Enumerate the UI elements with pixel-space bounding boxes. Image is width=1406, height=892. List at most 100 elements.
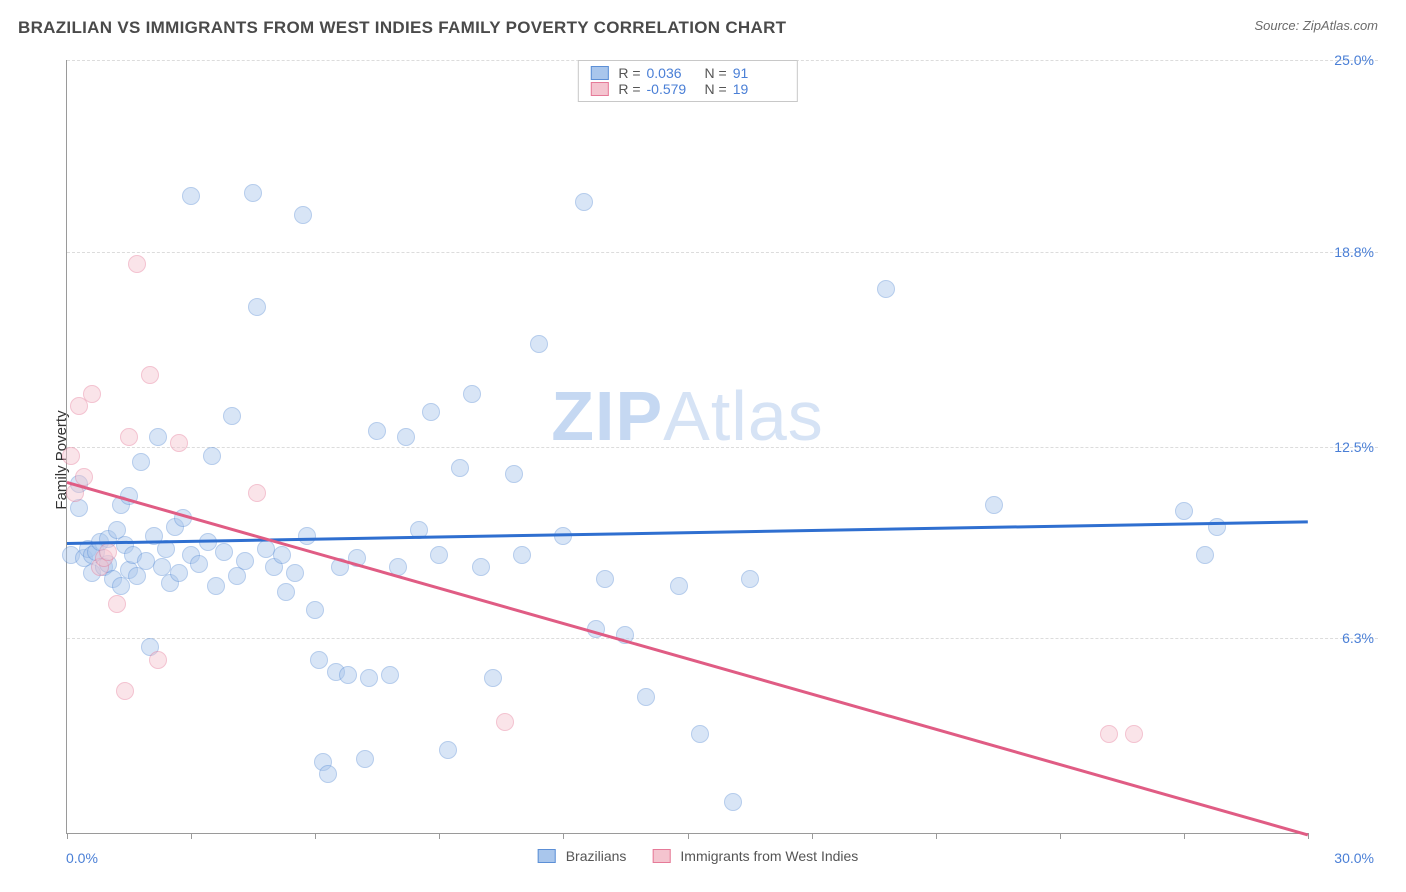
data-point <box>985 496 1003 514</box>
data-point <box>422 403 440 421</box>
data-point <box>596 570 614 588</box>
y-tick-label: 12.5% <box>1334 439 1374 455</box>
data-point <box>236 552 254 570</box>
data-point <box>149 428 167 446</box>
data-point <box>248 484 266 502</box>
trend-line <box>67 481 1309 836</box>
legend-item-2: Immigrants from West Indies <box>652 848 858 864</box>
plot-area: ZIPAtlas R = 0.036 N = 91 R = -0.579 N =… <box>66 60 1308 834</box>
data-point <box>451 459 469 477</box>
watermark-rest: Atlas <box>663 377 824 455</box>
data-point <box>368 422 386 440</box>
data-point <box>120 428 138 446</box>
x-tick <box>1184 833 1185 839</box>
data-point <box>108 595 126 613</box>
data-point <box>670 577 688 595</box>
data-point <box>203 447 221 465</box>
page-title: BRAZILIAN VS IMMIGRANTS FROM WEST INDIES… <box>18 18 786 38</box>
legend-stats-row-1: R = 0.036 N = 91 <box>590 65 784 81</box>
x-tick <box>315 833 316 839</box>
data-point <box>463 385 481 403</box>
data-point <box>132 453 150 471</box>
data-point <box>356 750 374 768</box>
y-tick-label: 25.0% <box>1334 52 1374 68</box>
data-point <box>170 564 188 582</box>
data-point <box>83 385 101 403</box>
swatch-series-2 <box>590 82 608 96</box>
swatch-series-1 <box>538 849 556 863</box>
data-point <box>273 546 291 564</box>
data-point <box>128 567 146 585</box>
legend-label-1: Brazilians <box>566 848 627 864</box>
data-point <box>484 669 502 687</box>
legend-stats: R = 0.036 N = 91 R = -0.579 N = 19 <box>577 60 797 102</box>
data-point <box>741 570 759 588</box>
data-point <box>513 546 531 564</box>
data-point <box>70 499 88 517</box>
data-point <box>182 187 200 205</box>
x-tick <box>1060 833 1061 839</box>
data-point <box>310 651 328 669</box>
data-point <box>496 713 514 731</box>
data-point <box>381 666 399 684</box>
n-value-2: 19 <box>733 81 785 97</box>
legend-item-1: Brazilians <box>538 848 627 864</box>
r-value-1: 0.036 <box>647 65 699 81</box>
data-point <box>1208 518 1226 536</box>
swatch-series-1 <box>590 66 608 80</box>
data-point <box>1196 546 1214 564</box>
gridline <box>67 447 1378 448</box>
data-point <box>430 546 448 564</box>
r-value-2: -0.579 <box>647 81 699 97</box>
r-label: R = <box>618 81 640 97</box>
y-tick-label: 18.8% <box>1334 244 1374 260</box>
data-point <box>319 765 337 783</box>
data-point <box>244 184 262 202</box>
data-point <box>62 447 80 465</box>
legend-stats-row-2: R = -0.579 N = 19 <box>590 81 784 97</box>
x-tick <box>936 833 937 839</box>
data-point <box>1175 502 1193 520</box>
data-point <box>286 564 304 582</box>
data-point <box>116 682 134 700</box>
y-tick-label: 6.3% <box>1342 630 1374 646</box>
data-point <box>877 280 895 298</box>
data-point <box>472 558 490 576</box>
data-point <box>190 555 208 573</box>
data-point <box>294 206 312 224</box>
n-value-1: 91 <box>733 65 785 81</box>
data-point <box>691 725 709 743</box>
n-label: N = <box>705 65 727 81</box>
data-point <box>397 428 415 446</box>
data-point <box>199 533 217 551</box>
data-point <box>339 666 357 684</box>
data-point <box>141 366 159 384</box>
x-tick <box>688 833 689 839</box>
swatch-series-2 <box>652 849 670 863</box>
data-point <box>112 577 130 595</box>
data-point <box>228 567 246 585</box>
x-tick <box>67 833 68 839</box>
x-axis-max-label: 30.0% <box>1334 850 1374 866</box>
data-point <box>637 688 655 706</box>
watermark: ZIPAtlas <box>551 376 824 456</box>
data-point <box>207 577 225 595</box>
legend-series: Brazilians Immigrants from West Indies <box>538 848 859 864</box>
data-point <box>128 255 146 273</box>
x-axis-min-label: 0.0% <box>66 850 98 866</box>
data-point <box>215 543 233 561</box>
data-point <box>505 465 523 483</box>
data-point <box>248 298 266 316</box>
trend-line <box>67 521 1308 545</box>
watermark-bold: ZIP <box>551 377 663 455</box>
data-point <box>137 552 155 570</box>
gridline <box>67 252 1378 253</box>
data-point <box>298 527 316 545</box>
data-point <box>306 601 324 619</box>
data-point <box>170 434 188 452</box>
data-point <box>99 543 117 561</box>
data-point <box>439 741 457 759</box>
x-tick <box>439 833 440 839</box>
chart-container: Family Poverty ZIPAtlas R = 0.036 N = 91… <box>18 48 1378 872</box>
data-point <box>575 193 593 211</box>
